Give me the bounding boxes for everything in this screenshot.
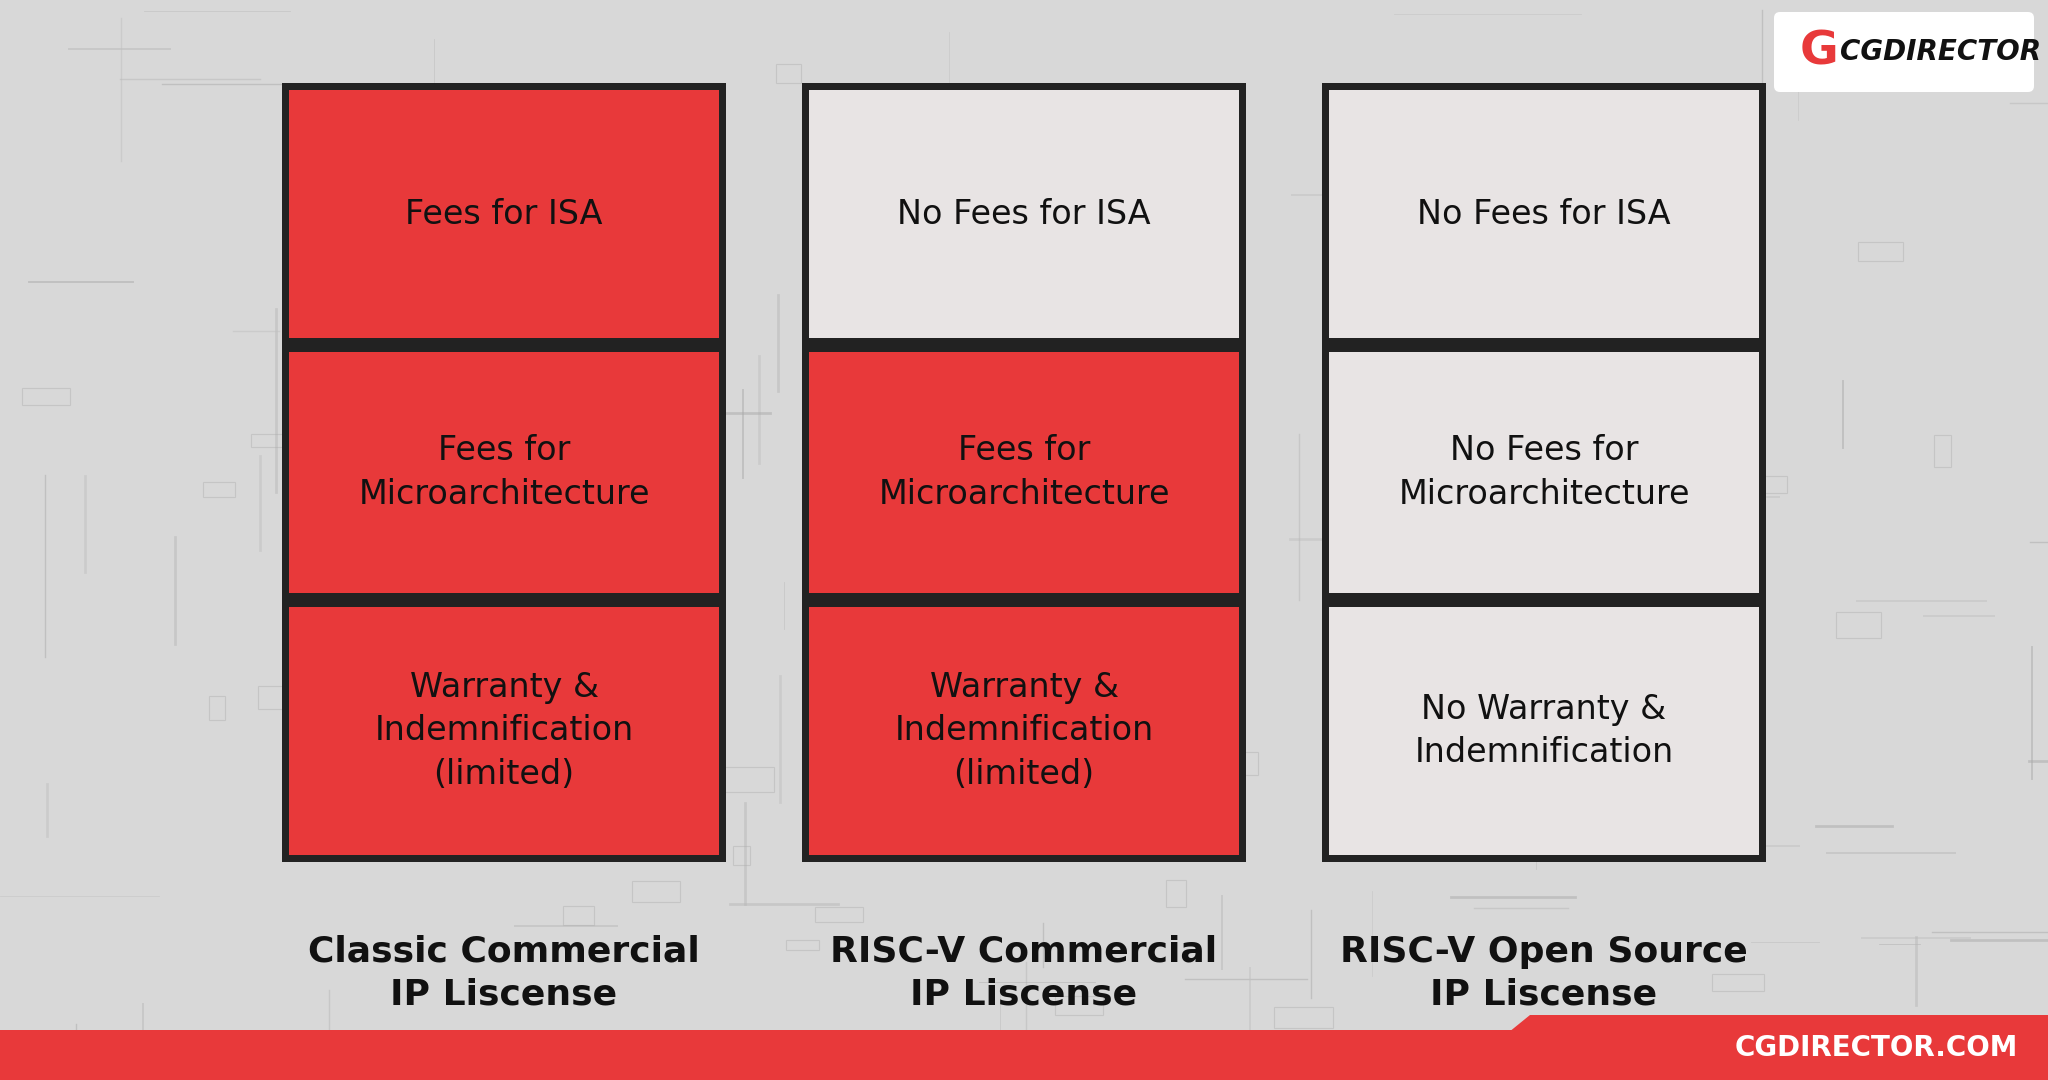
Bar <box>289 593 719 607</box>
Bar <box>809 593 1239 607</box>
Text: Fees for ISA: Fees for ISA <box>406 198 602 230</box>
Text: G: G <box>1800 29 1839 75</box>
Bar <box>786 940 819 950</box>
Bar <box>1329 90 1759 338</box>
Text: No Fees for
Microarchitecture: No Fees for Microarchitecture <box>1399 434 1690 511</box>
Bar <box>1858 242 1903 261</box>
Bar <box>563 906 594 924</box>
Bar <box>1835 612 1880 638</box>
Bar <box>283 83 725 862</box>
Polygon shape <box>1450 1015 2048 1080</box>
Bar <box>258 686 315 708</box>
Bar <box>289 338 719 352</box>
Bar <box>1055 996 1104 1015</box>
Text: Warranty &
Indemnification
(limited): Warranty & Indemnification (limited) <box>895 671 1153 791</box>
Bar <box>803 83 1245 862</box>
Bar <box>1329 338 1759 352</box>
Bar <box>209 696 225 720</box>
Bar <box>1376 626 1415 645</box>
Text: No Fees for ISA: No Fees for ISA <box>1417 198 1671 230</box>
Bar <box>1329 352 1759 593</box>
Bar <box>1094 679 1110 689</box>
Bar <box>1329 607 1759 855</box>
Bar <box>1239 752 1257 775</box>
Bar <box>1933 435 1952 467</box>
Bar <box>809 352 1239 593</box>
Bar <box>1274 1007 1333 1028</box>
Text: No Warranty &
Indemnification: No Warranty & Indemnification <box>1415 692 1673 769</box>
Bar <box>479 627 539 656</box>
Bar <box>252 434 307 447</box>
Text: Classic Commercial
IP Liscense: Classic Commercial IP Liscense <box>307 935 700 1011</box>
Text: No Fees for ISA: No Fees for ISA <box>897 198 1151 230</box>
Bar <box>1323 83 1765 862</box>
Bar <box>815 907 862 922</box>
Bar <box>1712 974 1763 991</box>
Bar <box>1647 443 1700 471</box>
Text: RISC-V Commercial
IP Liscense: RISC-V Commercial IP Liscense <box>829 935 1219 1011</box>
Bar <box>289 90 719 338</box>
Text: Fees for
Microarchitecture: Fees for Microarchitecture <box>879 434 1169 511</box>
Bar <box>289 607 719 855</box>
Bar <box>297 519 311 550</box>
Bar <box>1018 276 1049 301</box>
Text: Warranty &
Indemnification
(limited): Warranty & Indemnification (limited) <box>375 671 633 791</box>
Bar <box>289 352 719 593</box>
Text: CGDIRECTOR: CGDIRECTOR <box>1839 38 2042 66</box>
Text: Fees for
Microarchitecture: Fees for Microarchitecture <box>358 434 649 511</box>
Bar <box>0 1030 2048 1080</box>
Bar <box>1735 476 1788 492</box>
Text: RISC-V Open Source
IP Liscense: RISC-V Open Source IP Liscense <box>1339 935 1747 1011</box>
Bar <box>600 600 647 617</box>
Bar <box>1448 124 1483 136</box>
Bar <box>203 482 236 497</box>
Bar <box>633 881 680 902</box>
Bar <box>1165 880 1186 907</box>
Bar <box>1499 465 1530 486</box>
FancyBboxPatch shape <box>1774 12 2034 92</box>
Bar <box>23 388 70 405</box>
Bar <box>809 338 1239 352</box>
Bar <box>776 64 801 83</box>
Text: CGDIRECTOR.COM: CGDIRECTOR.COM <box>1735 1034 2017 1062</box>
Bar <box>809 607 1239 855</box>
Bar <box>1329 593 1759 607</box>
Bar <box>809 90 1239 338</box>
Bar <box>725 767 774 792</box>
Bar <box>733 846 750 865</box>
